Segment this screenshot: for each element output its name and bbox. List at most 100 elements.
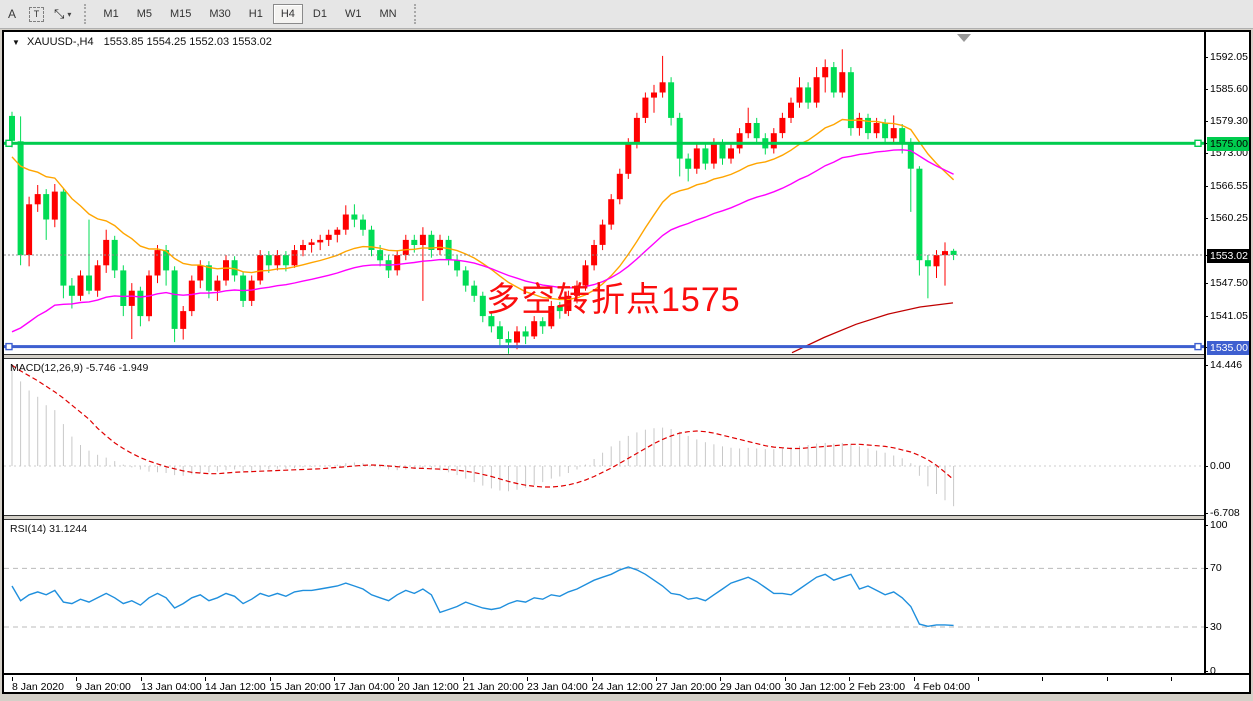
- macd-indicator-pane[interactable]: [4, 359, 1204, 515]
- symbol-dropdown-icon[interactable]: ▼: [12, 38, 20, 47]
- time-tick: [1171, 677, 1172, 681]
- axis-label: 14.446: [1210, 359, 1243, 371]
- timeframe-button-m1[interactable]: M1: [103, 8, 119, 20]
- time-label: 24 Jan 12:00: [592, 681, 653, 693]
- timeframe-toolbar: M1 M5 M15 M30 H1 H4 D1 W1 MN: [94, 4, 405, 24]
- axis-tick: [1204, 283, 1208, 284]
- axis-tick: [1204, 513, 1208, 514]
- time-label: 21 Jan 20:00: [463, 681, 524, 693]
- time-label: 9 Jan 20:00: [76, 681, 131, 693]
- time-tick: [1107, 677, 1108, 681]
- timeframe-button-h1[interactable]: H1: [248, 8, 263, 20]
- rsi-label: RSI(14) 31.1244: [10, 523, 88, 535]
- time-label: 15 Jan 20:00: [270, 681, 331, 693]
- axis-label: 30: [1210, 621, 1222, 633]
- timeframe-button-d1[interactable]: D1: [312, 8, 327, 20]
- axis-label: 1592.05: [1210, 51, 1248, 63]
- time-tick: [785, 677, 786, 681]
- time-label: 23 Jan 04:00: [527, 681, 588, 693]
- ma-fast-line: [11, 118, 955, 301]
- time-tick: [592, 677, 593, 681]
- time-tick: [205, 677, 206, 681]
- axis-tick: [1204, 57, 1208, 58]
- axis-label: 1585.60: [1210, 83, 1248, 95]
- time-label: 17 Jan 04:00: [334, 681, 395, 693]
- hline-handle: [1194, 342, 1202, 351]
- text-box-icon: T: [29, 6, 44, 22]
- chart-window: ▼ XAUUSD-,H4 1553.85 1554.25 1552.03 155…: [2, 30, 1251, 694]
- time-label: 29 Jan 04:00: [720, 681, 781, 693]
- timeframe-button-m5[interactable]: M5: [136, 8, 152, 20]
- time-tick: [914, 677, 915, 681]
- axis-tick: [1204, 143, 1208, 144]
- rsi-indicator-pane[interactable]: [4, 520, 1204, 673]
- time-tick: [527, 677, 528, 681]
- time-tick: [463, 677, 464, 681]
- chart-shift-marker: [957, 34, 971, 42]
- ohlc-values: 1553.85 1554.25 1552.03 1553.02: [103, 36, 272, 48]
- axis-tick: [1204, 89, 1208, 90]
- axis-tick: [1204, 153, 1208, 154]
- axis-tick: [1204, 186, 1208, 187]
- toolbar-separator: [84, 4, 88, 24]
- axis-label: 1547.50: [1210, 277, 1248, 289]
- macd-signal-line: [11, 364, 954, 488]
- axis-tick: [1204, 525, 1208, 526]
- time-label: 2 Feb 23:00: [849, 681, 906, 693]
- axis-tick: [1204, 671, 1208, 672]
- timeframe-button-w1[interactable]: W1: [344, 8, 362, 20]
- time-tick: [12, 677, 13, 681]
- axis-label: -6.708: [1210, 507, 1240, 519]
- axis-tick: [1204, 218, 1208, 219]
- macd-label: MACD(12,26,9) -5.746 -1.949: [10, 362, 149, 374]
- time-tick: [76, 677, 77, 681]
- resistance-hline-1575: [4, 141, 1204, 145]
- time-tick: [978, 677, 979, 681]
- support-hline-1535: [4, 345, 1204, 349]
- time-label: 27 Jan 20:00: [656, 681, 717, 693]
- axis-tick: [1204, 627, 1208, 628]
- toolbar-separator: [413, 4, 418, 24]
- toolbar: A T ⤡ ▾ M1 M5 M15 M30 H1 H4 D1 W1 MN: [0, 0, 1253, 29]
- price-tag-1575.00: 1575.00: [1207, 137, 1249, 151]
- rsi-line: [11, 566, 954, 628]
- time-label: 13 Jan 04:00: [141, 681, 202, 693]
- axis-label: 1560.25: [1210, 212, 1248, 224]
- hline-handle: [5, 139, 13, 148]
- price-chart-pane[interactable]: [4, 32, 1204, 354]
- time-label: 20 Jan 12:00: [398, 681, 459, 693]
- timeframe-button-h4[interactable]: H4: [272, 4, 303, 24]
- price-tag-1553.02: 1553.02: [1207, 249, 1249, 263]
- axis-label: 1566.55: [1210, 180, 1248, 192]
- time-axis[interactable]: 8 Jan 2020 9 Jan 20:00 13 Jan 04:00 14 Jan …: [4, 673, 1249, 693]
- axis-tick: [1204, 365, 1208, 366]
- time-tick: [720, 677, 721, 681]
- time-tick: [398, 677, 399, 681]
- hline-handle: [1194, 139, 1202, 148]
- time-tick: [1042, 677, 1043, 681]
- timeframe-button-m15[interactable]: M15: [169, 8, 192, 20]
- ma-slow-line: [11, 149, 954, 333]
- timeframe-button-mn[interactable]: MN: [379, 8, 397, 20]
- chart-title: ▼ XAUUSD-,H4 1553.85 1554.25 1552.03 155…: [12, 36, 272, 48]
- axis-tick: [1204, 466, 1208, 467]
- time-label: 8 Jan 2020: [12, 681, 64, 693]
- timeframe-button-m30[interactable]: M30: [209, 8, 231, 20]
- time-tick: [270, 677, 271, 681]
- pane-splitter[interactable]: [4, 354, 1249, 359]
- time-tick: [141, 677, 142, 681]
- text-box-tool-button[interactable]: T: [25, 4, 48, 25]
- axis-label: 70: [1210, 562, 1222, 574]
- arrows-icon: ⤡: [54, 6, 65, 21]
- text-label-tool-button[interactable]: A: [7, 7, 16, 21]
- ma-long-line: [791, 302, 954, 354]
- hline-handle: [5, 342, 13, 351]
- chevron-down-icon: ▾: [67, 9, 72, 19]
- axis-label: 1541.05: [1210, 310, 1248, 322]
- pane-splitter[interactable]: [4, 515, 1249, 520]
- annotation-text[interactable]: 多空转折点1575: [486, 281, 741, 319]
- time-tick: [849, 677, 850, 681]
- axis-tick: [1204, 255, 1208, 256]
- arrows-tool-button[interactable]: ⤡ ▾: [50, 4, 75, 25]
- axis-tick: [1204, 568, 1208, 569]
